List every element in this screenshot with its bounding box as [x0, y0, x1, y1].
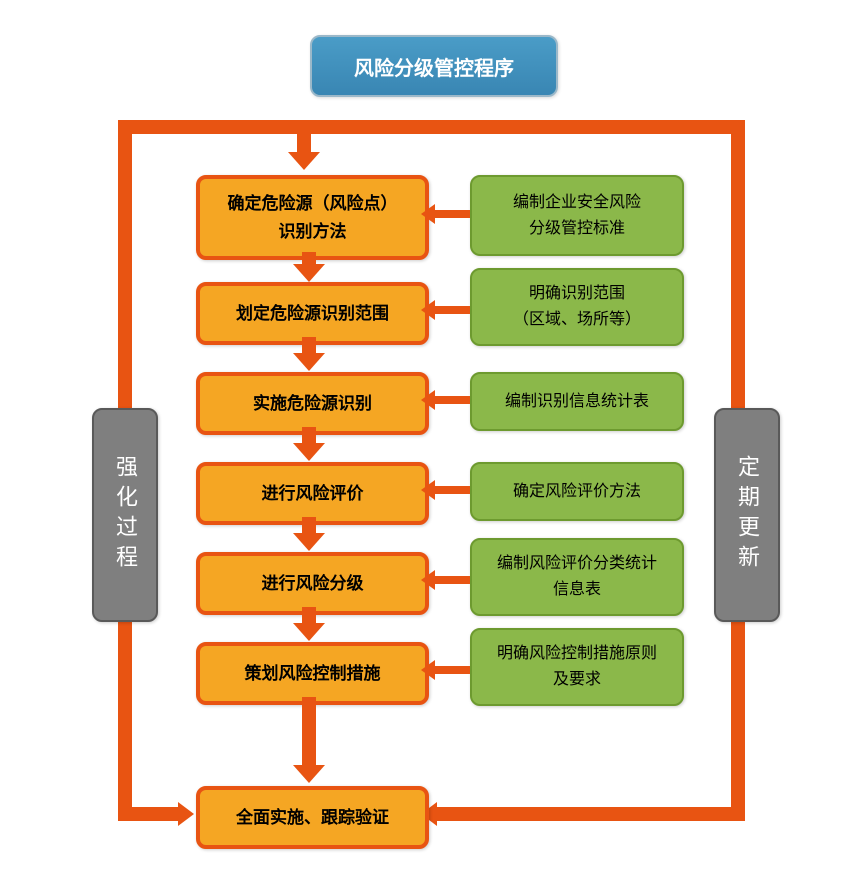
step-label: 划定危险源识别范围	[236, 300, 389, 327]
flow-step-2-3-head	[293, 443, 325, 461]
step-label: 进行风险分级	[262, 570, 364, 597]
step-box-5: 策划风险控制措施	[196, 642, 429, 705]
note-arrow-5	[435, 666, 470, 674]
note-label: 编制风险评价分类统计 信息表	[497, 551, 657, 602]
right-side-label: 定期更新	[731, 455, 763, 575]
title-box: 风险分级管控程序	[310, 35, 558, 97]
step-label: 策划风险控制措施	[245, 660, 381, 687]
note-arrow-4	[435, 576, 470, 584]
step-box-6: 全面实施、跟踪验证	[196, 786, 429, 849]
note-arrow-3-head	[421, 480, 435, 500]
note-arrow-5-head	[421, 660, 435, 680]
note-box-3: 确定风险评价方法	[470, 462, 684, 521]
flow-step-1-2-head	[293, 353, 325, 371]
flow-top-bar	[135, 120, 745, 134]
note-label: 编制识别信息统计表	[505, 389, 649, 415]
note-arrow-0-head	[421, 204, 435, 224]
flow-left-loop-down	[118, 618, 132, 821]
step-box-0: 确定危险源（风险点） 识别方法	[196, 175, 429, 260]
flow-left-loop-top-join	[118, 120, 135, 134]
flow-left-loop-into-box	[118, 807, 180, 821]
note-arrow-3	[435, 486, 470, 494]
flow-left-loop-head	[178, 802, 194, 826]
note-label: 明确识别范围 （区域、场所等）	[513, 281, 641, 332]
right-side-box: 定期更新	[714, 408, 780, 622]
flow-step-5-6-shaft	[302, 697, 316, 767]
flow-left-loop-up	[118, 120, 132, 408]
step-label: 全面实施、跟踪验证	[236, 804, 389, 831]
flow-top-entry-shaft	[297, 120, 311, 154]
left-side-label: 强化过程	[109, 455, 141, 575]
flow-top-right-down	[731, 120, 745, 408]
note-arrow-1	[435, 306, 470, 314]
step-box-1: 划定危险源识别范围	[196, 282, 429, 345]
flow-top-entry-head	[288, 152, 320, 170]
note-label: 明确风险控制措施原则 及要求	[497, 641, 657, 692]
step-label: 实施危险源识别	[253, 390, 372, 417]
note-arrow-2-head	[421, 390, 435, 410]
flow-right-loop-bottom	[437, 807, 745, 821]
flow-step-0-1-head	[293, 264, 325, 282]
note-arrow-4-head	[421, 570, 435, 590]
note-box-5: 明确风险控制措施原则 及要求	[470, 628, 684, 706]
note-box-1: 明确识别范围 （区域、场所等）	[470, 268, 684, 346]
note-arrow-0	[435, 210, 470, 218]
note-arrow-2	[435, 396, 470, 404]
flow-step-4-5-head	[293, 623, 325, 641]
step-label: 进行风险评价	[262, 480, 364, 507]
left-side-box: 强化过程	[92, 408, 158, 622]
step-box-3: 进行风险评价	[196, 462, 429, 525]
flow-right-loop-down	[731, 618, 745, 821]
flow-step-5-6-head	[293, 765, 325, 783]
note-box-0: 编制企业安全风险 分级管控标准	[470, 175, 684, 256]
step-box-4: 进行风险分级	[196, 552, 429, 615]
flow-step-3-4-head	[293, 533, 325, 551]
note-box-2: 编制识别信息统计表	[470, 372, 684, 431]
step-box-2: 实施危险源识别	[196, 372, 429, 435]
step-label: 确定危险源（风险点） 识别方法	[228, 190, 398, 244]
note-box-4: 编制风险评价分类统计 信息表	[470, 538, 684, 616]
title-label: 风险分级管控程序	[354, 52, 514, 81]
note-label: 确定风险评价方法	[513, 479, 641, 505]
note-label: 编制企业安全风险 分级管控标准	[513, 190, 641, 241]
note-arrow-1-head	[421, 300, 435, 320]
